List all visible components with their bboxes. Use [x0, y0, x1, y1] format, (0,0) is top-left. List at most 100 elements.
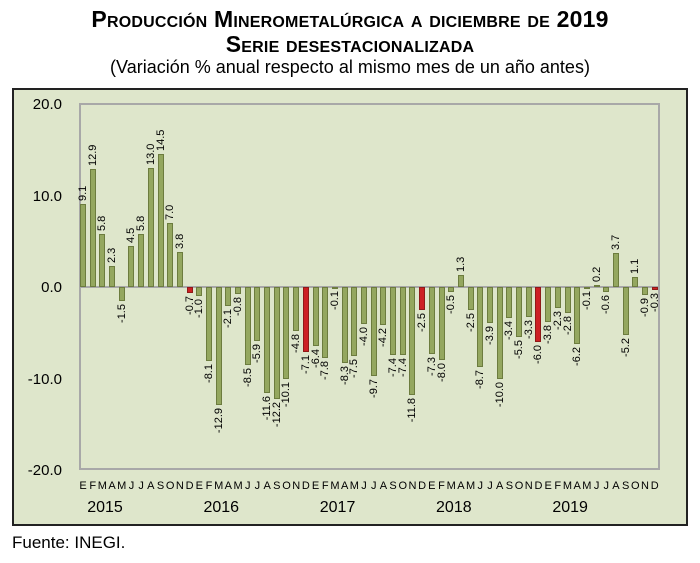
source-note: Fuente: INEGI.	[12, 533, 126, 552]
x-tick-month-2017-m08: A	[379, 480, 388, 492]
x-tick-month-2017-m05: M	[349, 480, 359, 492]
x-tick-month-2016-m06: J	[244, 480, 251, 492]
bar-2015-m10	[167, 222, 174, 287]
bar-2018-m09	[506, 287, 513, 319]
bar-2018-m03	[448, 287, 455, 292]
bar-value-label: -8.1	[202, 364, 215, 384]
x-tick-month-2019-m04: A	[573, 480, 581, 492]
chart-title-line1: Producción Minerometalúrgica a diciembre…	[91, 6, 609, 32]
x-axis-year-2016: 2016	[203, 499, 240, 516]
x-tick-month-2015-m05: M	[117, 480, 127, 492]
x-tick-month-2019-m12: D	[650, 480, 659, 492]
bar-2018-m07	[486, 287, 493, 323]
bar-2019-m07	[603, 287, 610, 293]
bar-2017-m11	[409, 287, 416, 395]
y-tick-20.0: 20.0	[32, 96, 62, 113]
x-tick-month-2018-m05: M	[466, 480, 476, 492]
bar-2016-m02	[205, 287, 212, 362]
bar-value-label: -9.7	[367, 378, 380, 398]
x-tick-month-2016-m05: M	[233, 480, 243, 492]
x-tick-month-2017-m06: J	[361, 480, 367, 492]
bar-2019-m12	[651, 287, 658, 290]
bar-value-label: -7.8	[319, 361, 332, 381]
bar-value-label: -8.0	[435, 363, 448, 383]
bar-2017-m08	[380, 287, 387, 326]
bar-2016-m01	[196, 287, 203, 297]
x-tick-month-2016-m04: A	[224, 480, 233, 492]
bar-value-label: -10.0	[493, 381, 506, 407]
bar-value-label: -12.9	[212, 408, 225, 434]
x-tick-month-2019-m06: J	[593, 480, 600, 492]
bar-value-label: 0.2	[590, 266, 603, 283]
bar-value-label: -0.5	[445, 294, 458, 314]
x-tick-month-2019-m07: J	[603, 480, 610, 492]
bar-2016-m11	[293, 287, 300, 331]
x-tick-month-2015-m11: N	[175, 480, 184, 492]
bar-2017-m02	[322, 287, 329, 359]
y-tick--10.0: -10.0	[27, 370, 62, 388]
x-tick-month-2019-m05: M	[582, 480, 592, 492]
x-axis-year-2015: 2015	[87, 499, 123, 516]
bar-value-label: 9.1	[77, 185, 89, 201]
bar-2015-m06	[128, 245, 135, 287]
bar-2015-m01	[80, 203, 86, 287]
x-tick-month-2018-m09: S	[505, 480, 514, 492]
x-tick-month-2015-m07: J	[138, 480, 144, 492]
bar-2019-m09	[622, 287, 629, 335]
x-tick-month-2019-m08: A	[612, 480, 620, 492]
bar-2015-m11	[176, 252, 183, 287]
bar-2015-m09	[157, 154, 164, 287]
bar-value-label: -1.0	[193, 299, 206, 319]
x-axis-year-2017: 2017	[319, 499, 356, 516]
bar-value-label: -5.2	[619, 337, 632, 357]
bar-value-label: 5.8	[96, 215, 109, 231]
x-tick-month-2017-m07: J	[370, 480, 377, 492]
bar-2019-m02	[554, 287, 561, 309]
bar-2018-m12	[535, 287, 542, 342]
bar-2017-m10	[399, 287, 406, 355]
x-tick-month-2019-m02: F	[554, 480, 562, 492]
bar-value-label: 1.1	[629, 258, 642, 274]
bar-value-label: -2.5	[416, 312, 429, 332]
bar-2019-m05	[583, 287, 590, 289]
x-tick-month-2015-m03: M	[97, 480, 107, 492]
bar-2017-m05	[351, 287, 358, 356]
bar-2017-m01	[312, 287, 319, 346]
bar-2019-m08	[612, 253, 619, 287]
x-tick-month-2016-m10: O	[282, 480, 291, 492]
bar-2016-m08	[264, 287, 271, 394]
bar-2016-m07	[254, 287, 261, 341]
bar-value-label: -2.5	[464, 312, 477, 332]
y-tick--20.0: -20.0	[27, 462, 62, 479]
bar-value-label: 1.3	[454, 256, 467, 273]
x-tick-month-2018-m04: A	[457, 480, 465, 492]
x-tick-month-2015-m10: O	[165, 480, 175, 492]
x-tick-month-2016-m11: N	[292, 480, 301, 492]
bar-2018-m11	[525, 287, 532, 318]
bar-2015-m12	[186, 287, 193, 294]
bar-value-label: 14.5	[154, 129, 167, 152]
bar-2017-m07	[370, 287, 377, 376]
bar-2016-m05	[235, 287, 242, 295]
bar-2018-m04	[457, 275, 464, 287]
bar-2015-m03	[99, 233, 106, 287]
x-tick-month-2017-m12: D	[418, 480, 427, 492]
x-tick-month-2016-m09: S	[273, 480, 281, 492]
bar-2019-m04	[574, 287, 581, 344]
bar-2018-m02	[438, 287, 445, 361]
chart-title-line2: Serie desestacionalizada	[225, 31, 475, 57]
bar-value-label: 3.7	[609, 234, 622, 251]
x-tick-month-2015-m04: A	[108, 480, 116, 492]
bar-value-label: -0.1	[328, 290, 341, 310]
bar-2018-m01	[428, 287, 435, 354]
x-tick-month-2019-m09: S	[621, 480, 630, 492]
bar-2018-m05	[467, 287, 474, 310]
x-tick-month-2016-m01: E	[195, 480, 203, 492]
x-tick-month-2016-m07: J	[254, 480, 261, 492]
bar-2016-m10	[283, 287, 290, 380]
bar-value-label: -8.7	[474, 369, 487, 389]
x-tick-month-2018-m08: A	[495, 480, 504, 492]
bar-value-label: 2.3	[106, 247, 119, 263]
bar-value-label: -1.5	[115, 303, 128, 323]
